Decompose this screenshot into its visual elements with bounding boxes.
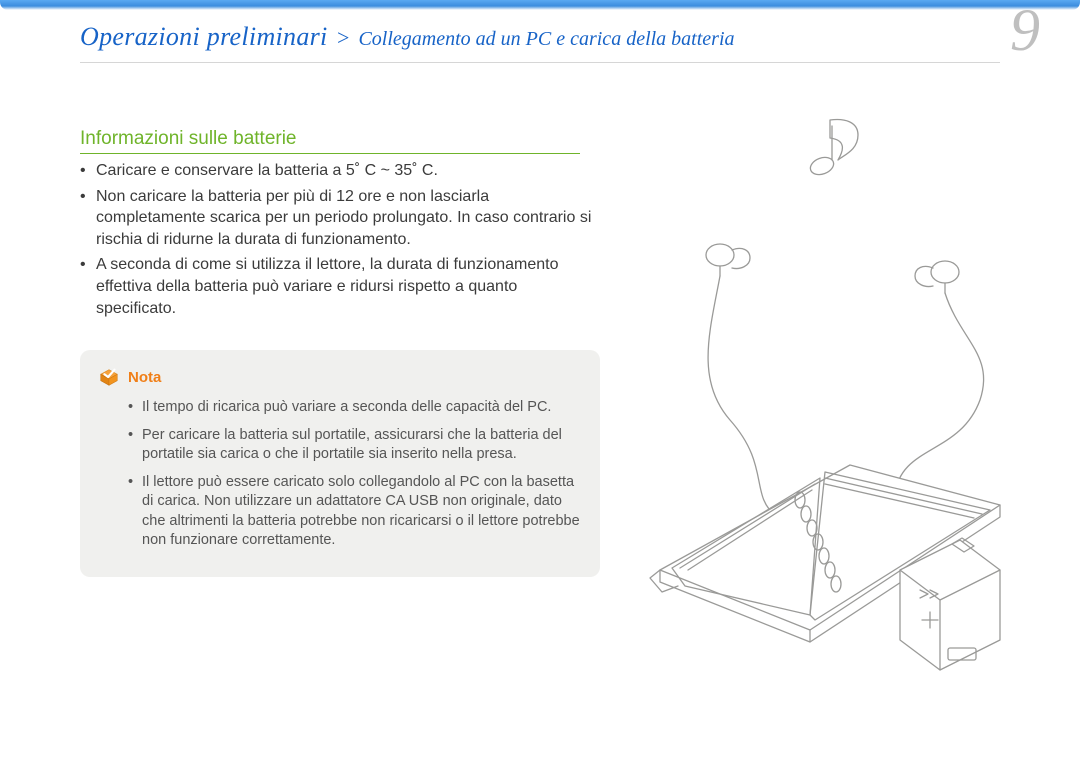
breadcrumb-separator: > — [332, 25, 355, 50]
breadcrumb-sub: Collegamento ad un PC e carica della bat… — [358, 28, 734, 50]
earbud-right-icon — [915, 261, 959, 293]
breadcrumb-main: Operazioni preliminari — [80, 22, 328, 51]
illustration — [600, 100, 1040, 720]
note-box: Nota Il tempo di ricarica può variare a … — [80, 350, 600, 577]
note-item: Il lettore può essere caricato solo coll… — [128, 473, 582, 551]
breadcrumb-rule — [80, 62, 1000, 63]
earbud-left-icon — [706, 244, 750, 276]
music-note-icon — [808, 120, 858, 178]
section-bullets: Caricare e conservare la batteria a 5˚ C… — [80, 160, 595, 323]
section-heading-text: Informazioni sulle batterie — [80, 128, 297, 149]
top-accent-bar — [0, 0, 1080, 10]
document-page: Operazioni preliminari > Collegamento ad… — [0, 0, 1080, 762]
page-number: 9 — [1010, 0, 1040, 60]
note-item: Per caricare la batteria sul portatile, … — [128, 426, 582, 465]
bullet-item: Non caricare la batteria per più di 12 o… — [80, 186, 595, 251]
cable-left — [708, 276, 775, 515]
note-label: Nota — [128, 369, 161, 386]
note-header: Nota — [98, 366, 582, 388]
note-list: Il tempo di ricarica può variare a secon… — [128, 398, 582, 551]
bullet-item: A seconda di come si utilizza il lettore… — [80, 254, 595, 319]
check-box-icon — [98, 366, 120, 388]
bullet-item: Caricare e conservare la batteria a 5˚ C… — [80, 160, 595, 182]
note-item: Il tempo di ricarica può variare a secon… — [128, 398, 582, 418]
breadcrumb: Operazioni preliminari > Collegamento ad… — [80, 22, 950, 52]
section-heading: Informazioni sulle batterie — [80, 128, 580, 154]
